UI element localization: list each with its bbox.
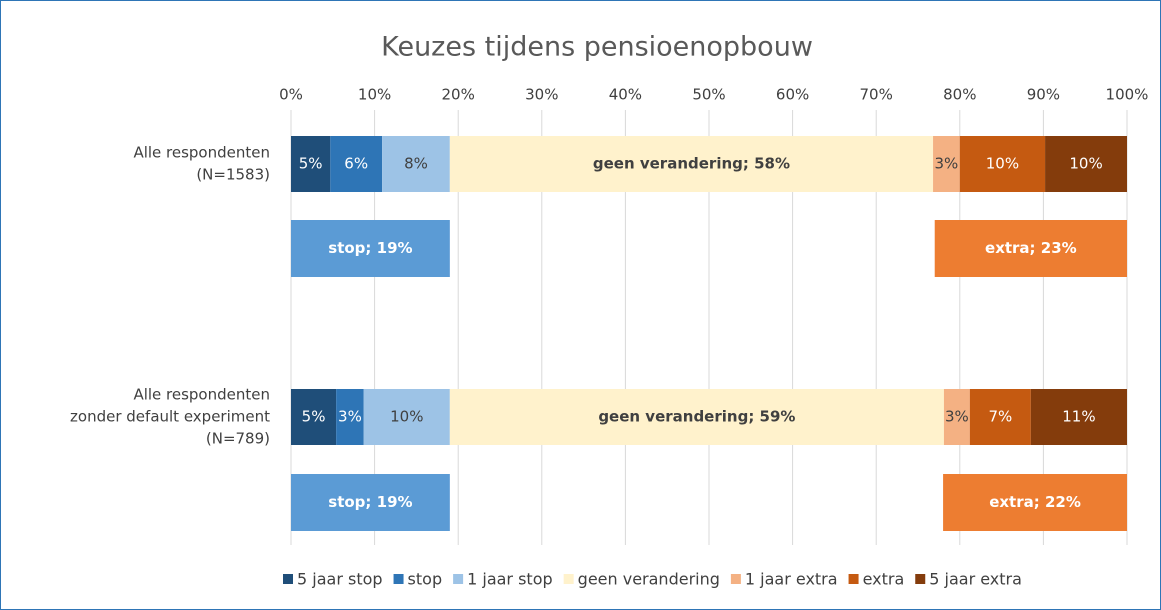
value-label: geen verandering; 58%	[593, 155, 790, 173]
bar-segment	[291, 389, 337, 445]
total-bar	[291, 474, 450, 531]
category-label: zonder default experiment	[70, 408, 270, 426]
value-label: 3%	[945, 408, 969, 426]
total-label: extra; 22%	[989, 493, 1081, 511]
legend-swatch	[848, 574, 859, 584]
bar-segment	[1045, 136, 1127, 192]
category-label: Alle respondenten	[133, 386, 270, 404]
legend-swatch	[915, 574, 926, 584]
legend-swatch	[283, 574, 293, 584]
bar-segment	[1030, 389, 1127, 445]
legend-label: 5 jaar stop	[297, 570, 383, 589]
value-label: 8%	[404, 155, 428, 173]
bar-segment	[382, 136, 450, 192]
bar-segment	[336, 389, 364, 445]
bar-segment	[291, 136, 331, 192]
category-label: (N=789)	[206, 430, 270, 448]
x-tick-label: 80%	[943, 86, 976, 104]
value-label: 7%	[988, 408, 1012, 426]
value-label: 11%	[1062, 408, 1095, 426]
total-label: stop; 19%	[328, 239, 412, 257]
value-label: 10%	[1069, 155, 1102, 173]
total-bar	[291, 220, 450, 277]
x-tick-label: 70%	[860, 86, 893, 104]
value-label: 10%	[986, 155, 1019, 173]
legend-label: extra	[863, 570, 905, 589]
legend-swatch	[393, 574, 404, 584]
value-label: 3%	[935, 155, 959, 173]
category-label: (N=1583)	[196, 166, 270, 184]
category-label: Alle respondenten	[133, 144, 270, 162]
legend-swatch	[453, 574, 464, 584]
bar-segment	[449, 389, 944, 445]
legend-label: 1 jaar extra	[745, 570, 838, 589]
x-tick-label: 100%	[1106, 86, 1149, 104]
bar-segment	[330, 136, 383, 192]
chart-title: Keuzes tijdens pensioenopbouw	[381, 32, 813, 63]
bar-segment	[959, 136, 1046, 192]
legend-label: 1 jaar stop	[467, 570, 553, 589]
x-tick-label: 60%	[776, 86, 809, 104]
x-tick-label: 20%	[442, 86, 475, 104]
bar-segment	[969, 389, 1031, 445]
total-label: extra; 23%	[985, 239, 1077, 257]
legend-label: 5 jaar extra	[929, 570, 1022, 589]
bar-segment	[943, 389, 970, 445]
legend-label: geen verandering	[578, 570, 720, 589]
x-tick-label: 50%	[692, 86, 725, 104]
x-tick-label: 40%	[609, 86, 642, 104]
value-label: 5%	[299, 155, 323, 173]
value-label: 5%	[302, 408, 326, 426]
legend-label: stop	[408, 570, 443, 589]
value-label: 3%	[338, 408, 362, 426]
bar-segment	[933, 136, 960, 192]
legend-swatch	[563, 574, 574, 584]
total-bar	[943, 474, 1127, 531]
value-label: 10%	[390, 408, 423, 426]
x-tick-label: 30%	[525, 86, 558, 104]
x-tick-label: 0%	[279, 86, 303, 104]
total-label: stop; 19%	[328, 493, 412, 511]
bar-segment	[363, 389, 450, 445]
total-bar	[934, 220, 1127, 277]
value-label: 6%	[344, 155, 368, 173]
x-tick-label: 10%	[358, 86, 391, 104]
legend-swatch	[730, 574, 741, 584]
x-tick-label: 90%	[1027, 86, 1060, 104]
bar-segment	[449, 136, 934, 192]
value-label: geen verandering; 59%	[598, 408, 795, 426]
